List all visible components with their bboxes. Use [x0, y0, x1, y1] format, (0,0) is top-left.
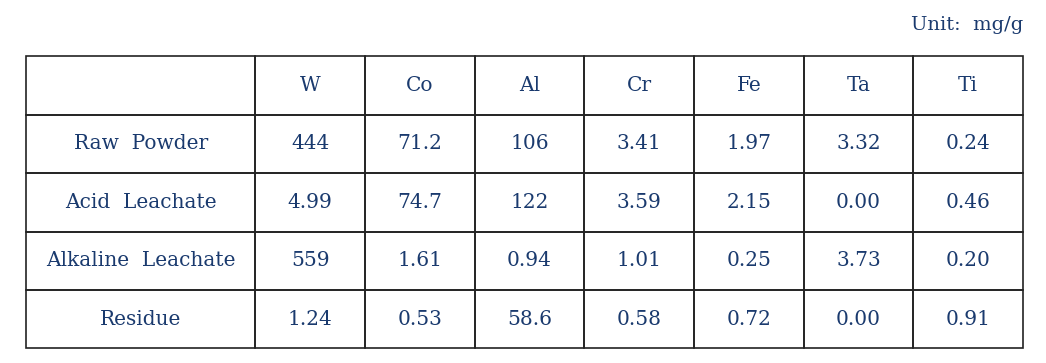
Text: Al: Al — [519, 76, 540, 95]
Text: 1.97: 1.97 — [726, 134, 771, 154]
Text: 0.00: 0.00 — [836, 310, 881, 329]
Text: 4.99: 4.99 — [288, 193, 333, 212]
Text: Residue: Residue — [100, 310, 181, 329]
Text: 74.7: 74.7 — [397, 193, 442, 212]
Text: 0.72: 0.72 — [726, 310, 771, 329]
Text: Ta: Ta — [846, 76, 870, 95]
Text: 0.20: 0.20 — [946, 251, 991, 270]
Text: Co: Co — [406, 76, 434, 95]
Text: Fe: Fe — [736, 76, 761, 95]
Text: 0.24: 0.24 — [946, 134, 991, 154]
Text: 0.94: 0.94 — [507, 251, 552, 270]
Text: 1.24: 1.24 — [288, 310, 333, 329]
Text: 559: 559 — [291, 251, 329, 270]
Text: Acid  Leachate: Acid Leachate — [65, 193, 217, 212]
Text: 2.15: 2.15 — [726, 193, 771, 212]
Text: W: W — [300, 76, 321, 95]
Text: 1.01: 1.01 — [617, 251, 662, 270]
Text: 58.6: 58.6 — [507, 310, 552, 329]
Text: 122: 122 — [510, 193, 549, 212]
Text: 3.32: 3.32 — [836, 134, 881, 154]
Text: 3.59: 3.59 — [617, 193, 662, 212]
Text: 0.00: 0.00 — [836, 193, 881, 212]
Text: Alkaline  Leachate: Alkaline Leachate — [46, 251, 235, 270]
Text: 3.73: 3.73 — [836, 251, 881, 270]
Text: Cr: Cr — [627, 76, 652, 95]
Text: Raw  Powder: Raw Powder — [73, 134, 208, 154]
Text: 0.91: 0.91 — [946, 310, 991, 329]
Text: 1.61: 1.61 — [397, 251, 442, 270]
Text: 444: 444 — [291, 134, 329, 154]
Text: 0.46: 0.46 — [946, 193, 991, 212]
Text: Ti: Ti — [958, 76, 978, 95]
Text: Unit:  mg/g: Unit: mg/g — [911, 16, 1023, 34]
Text: 0.53: 0.53 — [397, 310, 442, 329]
Text: 3.41: 3.41 — [617, 134, 661, 154]
Text: 71.2: 71.2 — [397, 134, 442, 154]
Text: 0.58: 0.58 — [617, 310, 662, 329]
Text: 106: 106 — [510, 134, 549, 154]
Text: 0.25: 0.25 — [726, 251, 771, 270]
